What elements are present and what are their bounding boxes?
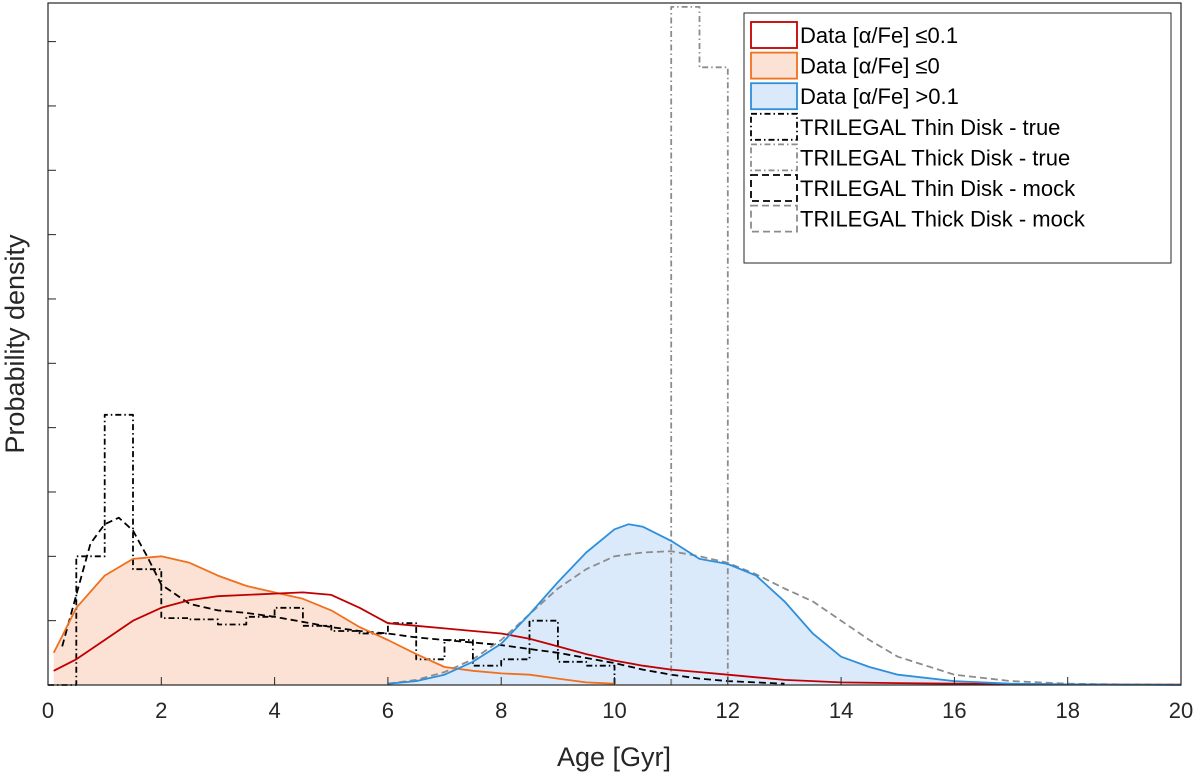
x-tick-label: 16: [942, 698, 966, 723]
x-tick-label: 14: [829, 698, 853, 723]
y-ticks: [48, 41, 56, 622]
legend-box: [743, 12, 1172, 264]
x-tick-label: 10: [602, 698, 626, 723]
x-tick-label: 6: [382, 698, 394, 723]
legend-swatch-data-fe-0-1: [750, 21, 798, 49]
legend-swatch-data-fe-0: [750, 51, 798, 80]
area-data-fe-0-1: [387, 524, 1181, 685]
legend: Data [α/Fe] ≤0.1 Data [α/Fe] ≤0 Data [α/Fe…: [743, 12, 1172, 264]
x-tick-label: 18: [1055, 698, 1079, 723]
series-fills: [53, 524, 1181, 685]
x-tick-label: 12: [716, 698, 740, 723]
legend-swatch-data-fe-0-1: [750, 82, 798, 111]
legend-swatch-trilegal-thick-disk-mock: [750, 204, 798, 233]
legend-label-trilegal-thick-disk-mock: TRILEGAL Thick Disk - mock: [800, 207, 1086, 232]
legend-label-data-fe-0: Data [α/Fe] ≤0: [800, 54, 940, 79]
area-data-fe-0: [53, 556, 615, 685]
x-axis-title: Age [Gyr]: [557, 742, 671, 772]
line-data-fe-0: [52, 555, 615, 685]
x-tick-label: 0: [42, 698, 54, 723]
x-tick-label: 8: [495, 698, 507, 723]
legend-items: Data [α/Fe] ≤0.1 Data [α/Fe] ≤0 Data [α/Fe…: [750, 21, 1086, 233]
x-tick-label: 2: [155, 698, 167, 723]
legend-swatch-trilegal-thin-disk-mock: [750, 174, 798, 202]
plot-area: [48, 6, 1182, 686]
y-axis-title: Probability density: [0, 234, 30, 454]
line-data-fe-0-1: [53, 591, 1182, 686]
axes: 0 2 4 6 8 10 12 14 16 18 20: [42, 2, 1193, 723]
x-tick-label: 4: [268, 698, 280, 723]
line-trilegal-thick-disk-mock: [387, 550, 1182, 686]
x-ticks: 0 2 4 6 8 10 12 14 16 18 20: [42, 677, 1193, 723]
x-tick-label: 20: [1169, 698, 1193, 723]
legend-label-trilegal-thick-disk-true: TRILEGAL Thick Disk - true: [800, 145, 1070, 170]
legend-label-trilegal-thin-disk-mock: TRILEGAL Thin Disk - mock: [800, 176, 1076, 201]
line-trilegal-thin-disk-mock: [61, 516, 785, 685]
legend-label-trilegal-thin-disk-true: TRILEGAL Thin Disk - true: [800, 115, 1060, 140]
legend-label-data-fe-0-1: Data [α/Fe] >0.1: [800, 84, 959, 109]
legend-swatch-trilegal-thick-disk-true: [750, 143, 798, 172]
legend-label-data-fe-0-1: Data [α/Fe] ≤0.1: [800, 23, 958, 48]
line-trilegal-thin-disk-true: [48, 413, 616, 686]
legend-swatch-trilegal-thin-disk-true: [750, 112, 798, 141]
